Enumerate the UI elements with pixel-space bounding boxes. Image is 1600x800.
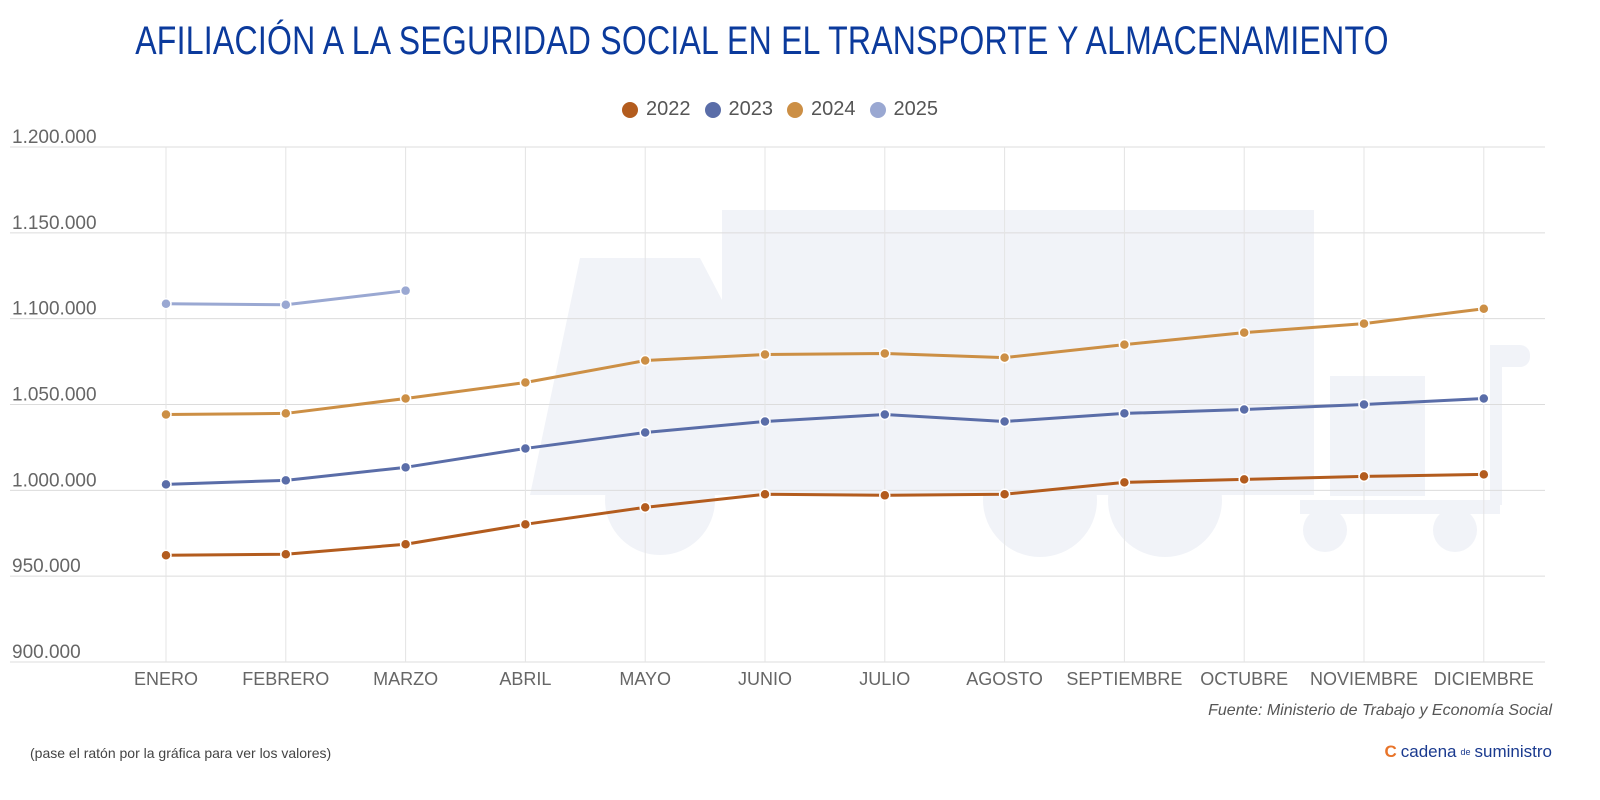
data-point-2023[interactable] — [399, 461, 412, 474]
x-tick-label: AGOSTO — [966, 669, 1043, 689]
logo-icon: C — [1384, 742, 1397, 761]
data-point-2023[interactable] — [998, 415, 1011, 428]
data-point-2025[interactable] — [160, 297, 172, 310]
legend: 2022 2023 2024 2025 — [0, 98, 1560, 121]
data-point-2024[interactable] — [399, 392, 412, 405]
x-tick-label: DICIEMBRE — [1434, 669, 1534, 689]
data-point-2022[interactable] — [998, 488, 1011, 501]
logo-text-small: de — [1460, 747, 1471, 757]
legend-item-2025[interactable]: 2025 — [869, 98, 939, 121]
y-tick-label: 1.100.000 — [12, 299, 97, 320]
legend-dot-icon — [622, 101, 638, 118]
data-point-2022[interactable] — [1358, 470, 1370, 483]
legend-label: 2023 — [728, 98, 774, 120]
data-point-2023[interactable] — [519, 442, 532, 455]
legend-dot-icon — [787, 101, 803, 118]
data-point-2022[interactable] — [519, 518, 532, 531]
data-point-2025[interactable] — [399, 284, 412, 297]
data-point-2024[interactable] — [1118, 338, 1131, 351]
data-point-2023[interactable] — [759, 415, 771, 428]
legend-dot-icon — [704, 101, 721, 118]
x-tick-label: JUNIO — [738, 669, 792, 689]
data-point-2024[interactable] — [759, 348, 771, 361]
data-point-2024[interactable] — [639, 354, 651, 367]
x-tick-label: MAYO — [619, 669, 671, 689]
data-point-2022[interactable] — [759, 488, 771, 501]
y-tick-label: 900.000 — [12, 642, 81, 663]
x-tick-label: NOVIEMBRE — [1310, 669, 1418, 689]
x-tick-label: FEBRERO — [242, 669, 329, 689]
data-point-2024[interactable] — [1478, 302, 1490, 315]
data-point-2023[interactable] — [879, 408, 891, 421]
logo-text-end: suministro — [1474, 742, 1552, 761]
data-point-2024[interactable] — [280, 407, 292, 420]
x-tick-label: SEPTIEMBRE — [1066, 669, 1182, 689]
series-line-2022 — [165, 472, 1484, 557]
legend-item-2024[interactable]: 2024 — [787, 98, 856, 121]
data-point-2023[interactable] — [1478, 392, 1490, 405]
data-point-2025[interactable] — [280, 299, 292, 311]
data-point-2022[interactable] — [1238, 473, 1250, 486]
source-note: Fuente: Ministerio de Trabajo y Economía… — [1208, 702, 1552, 719]
logo-text: cadena — [1400, 742, 1457, 761]
x-tick-label: ENERO — [134, 669, 198, 689]
data-point-2023[interactable] — [1118, 407, 1131, 420]
x-tick-label: JULIO — [859, 669, 910, 689]
data-point-2023[interactable] — [1238, 403, 1250, 416]
data-point-2023[interactable] — [160, 478, 172, 491]
legend-item-2022[interactable]: 2022 — [622, 98, 691, 121]
data-point-2024[interactable] — [998, 351, 1011, 364]
data-point-2024[interactable] — [519, 376, 532, 389]
series-line-2023 — [165, 396, 1484, 486]
data-point-2022[interactable] — [399, 538, 412, 550]
x-tick-label: OCTUBRE — [1200, 669, 1288, 689]
data-point-2024[interactable] — [1358, 317, 1370, 330]
legend-dot-icon — [869, 101, 886, 118]
y-tick-label: 1.000.000 — [12, 470, 97, 491]
legend-label: 2024 — [811, 98, 856, 120]
data-point-2023[interactable] — [639, 426, 651, 439]
y-tick-label: 1.050.000 — [12, 385, 97, 406]
y-tick-label: 1.200.000 — [12, 127, 97, 148]
x-tick-label: MARZO — [373, 669, 438, 689]
series-line-2024 — [165, 307, 1484, 416]
y-tick-label: 1.150.000 — [12, 213, 97, 234]
chart-title: AFILIACIÓN A LA SEGURIDAD SOCIAL EN EL T… — [135, 19, 1389, 63]
data-point-2024[interactable] — [879, 347, 891, 360]
data-point-2022[interactable] — [879, 489, 891, 502]
data-point-2022[interactable] — [1478, 468, 1490, 481]
data-point-2023[interactable] — [1358, 398, 1370, 411]
y-tick-label: 950.000 — [12, 556, 81, 577]
brand-logo: C cadena de suministro — [1384, 742, 1552, 762]
hover-hint: (pase el ratón por la gráfica para ver l… — [30, 745, 332, 761]
legend-item-2023[interactable]: 2023 — [704, 98, 774, 121]
data-point-2022[interactable] — [280, 548, 292, 560]
data-point-2022[interactable] — [1118, 476, 1131, 489]
data-point-2022[interactable] — [160, 549, 172, 561]
x-tick-label: ABRIL — [499, 669, 551, 689]
legend-label: 2025 — [893, 98, 939, 120]
data-point-2022[interactable] — [639, 501, 651, 514]
data-point-2023[interactable] — [280, 474, 292, 487]
data-point-2024[interactable] — [160, 408, 172, 421]
data-point-2024[interactable] — [1238, 326, 1250, 339]
legend-label: 2022 — [646, 98, 691, 120]
